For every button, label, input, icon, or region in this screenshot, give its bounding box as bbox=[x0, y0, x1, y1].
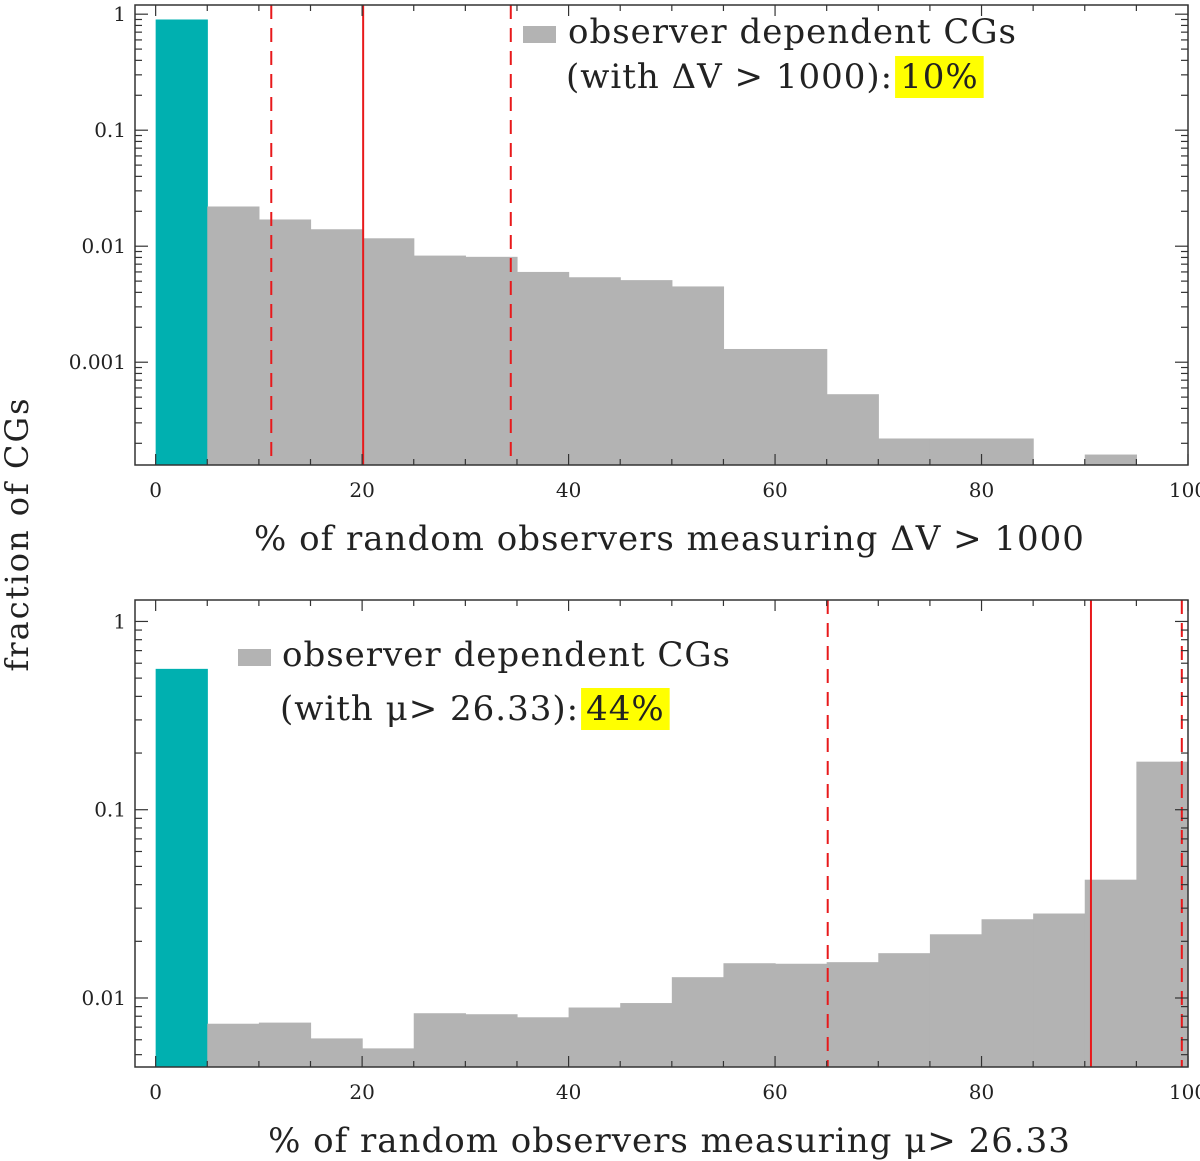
observer-dependent-bar bbox=[207, 1023, 260, 1067]
observer-dependent-bar bbox=[620, 280, 673, 465]
observer-dependent-bar bbox=[465, 1014, 518, 1067]
observer-dependent-bar bbox=[826, 394, 879, 465]
legend: observer dependent CGs (with μ> 26.33): 4… bbox=[238, 635, 731, 730]
observer-dependent-bar bbox=[671, 977, 725, 1067]
observer-dependent-bar bbox=[1136, 761, 1189, 1067]
observer-dependent-bar bbox=[362, 1048, 415, 1067]
observer-dependent-bar bbox=[516, 271, 570, 465]
observer-dependent-bar bbox=[723, 963, 776, 1067]
x-tick-label: 40 bbox=[556, 1080, 581, 1104]
observer-dependent-bar bbox=[568, 277, 621, 465]
observer-dependent-bar bbox=[620, 1003, 673, 1067]
observer-dependent-bar bbox=[310, 229, 363, 465]
observer-dependent-bar bbox=[413, 255, 466, 465]
observer-dependent-bar bbox=[723, 348, 776, 465]
observer-independent-bar bbox=[155, 19, 208, 466]
observer-dependent-bar bbox=[775, 348, 828, 465]
observer-dependent-bar bbox=[981, 919, 1034, 1067]
observer-dependent-bar bbox=[413, 1013, 466, 1067]
observer-dependent-bar bbox=[826, 962, 879, 1067]
observer-dependent-bar bbox=[929, 438, 983, 465]
x-tick-label: 20 bbox=[349, 478, 374, 502]
legend-label: observer dependent CGs bbox=[568, 12, 1017, 52]
legend-swatch bbox=[523, 26, 556, 43]
top-histogram-panel: 0 20 40 60 80 100 1 0.1 0.01 0.001 % of random obs… bbox=[69, 2, 1200, 559]
observer-dependent-bar bbox=[1084, 879, 1137, 1067]
x-tick-label: 80 bbox=[969, 478, 994, 502]
x-tick-label: 100 bbox=[1169, 478, 1200, 502]
plot-frame bbox=[134, 4, 1189, 466]
x-tick-label: 60 bbox=[762, 478, 787, 502]
observer-dependent-bar bbox=[568, 1007, 621, 1067]
x-tick-label: 60 bbox=[762, 1080, 787, 1104]
observer-dependent-bar bbox=[878, 438, 931, 465]
x-tick-label: 20 bbox=[349, 1080, 374, 1104]
bottom-histogram-panel: 0 20 40 60 80 100 1 0.1 0.01 % of random observer… bbox=[81, 599, 1200, 1161]
observer-dependent-percentage: 44% bbox=[586, 689, 665, 729]
y-tick-label: 0.01 bbox=[81, 234, 126, 258]
percentage-highlight bbox=[581, 688, 670, 730]
observer-dependent-bar bbox=[1033, 913, 1086, 1067]
legend-label: observer dependent CGs bbox=[282, 635, 731, 675]
observer-dependent-bar bbox=[981, 438, 1034, 465]
y-tick-label: 0.01 bbox=[81, 986, 126, 1010]
observer-dependent-percentage: 10% bbox=[900, 57, 979, 97]
x-axis-title: % of random observers measuring μ> 26.33 bbox=[268, 1121, 1071, 1161]
legend-condition: (with ΔV > 1000): bbox=[566, 57, 893, 97]
observer-dependent-bar bbox=[929, 934, 983, 1067]
shared-y-axis-label: fraction of CGs bbox=[0, 396, 36, 671]
observer-independent-bar bbox=[155, 668, 208, 1067]
y-tick-label: 0.1 bbox=[94, 798, 126, 822]
observer-dependent-bar bbox=[671, 286, 725, 465]
observer-dependent-bar bbox=[258, 1022, 312, 1067]
x-axis-title: % of random observers measuring ΔV > 100… bbox=[254, 519, 1085, 559]
plot-frame bbox=[134, 599, 1189, 1068]
legend: observer dependent CGs(with ΔV > 1000): … bbox=[523, 12, 1017, 98]
observer-dependent-bar bbox=[362, 238, 415, 465]
observer-dependent-bar bbox=[1084, 454, 1137, 465]
x-tick-label: 0 bbox=[149, 478, 162, 502]
observer-dependent-bar bbox=[258, 219, 312, 465]
observer-dependent-bar bbox=[878, 953, 931, 1067]
observer-dependent-bar bbox=[775, 963, 828, 1067]
legend-condition: (with μ> 26.33): bbox=[280, 689, 579, 729]
x-tick-label: 0 bbox=[149, 1080, 162, 1104]
x-tick-label: 80 bbox=[969, 1080, 994, 1104]
y-tick-label: 0.1 bbox=[94, 118, 126, 142]
observer-dependent-bar bbox=[310, 1038, 363, 1067]
x-tick-label: 40 bbox=[556, 478, 581, 502]
y-tick-label: 1 bbox=[113, 2, 126, 26]
legend-swatch bbox=[238, 649, 271, 666]
y-tick-label: 0.001 bbox=[69, 350, 126, 374]
observer-dependent-bar bbox=[465, 256, 518, 465]
percentage-highlight bbox=[895, 56, 984, 98]
observer-dependent-bar bbox=[516, 1017, 570, 1067]
y-tick-label: 1 bbox=[113, 609, 126, 633]
x-tick-label: 100 bbox=[1169, 1080, 1200, 1104]
observer-dependent-bar bbox=[207, 206, 260, 466]
